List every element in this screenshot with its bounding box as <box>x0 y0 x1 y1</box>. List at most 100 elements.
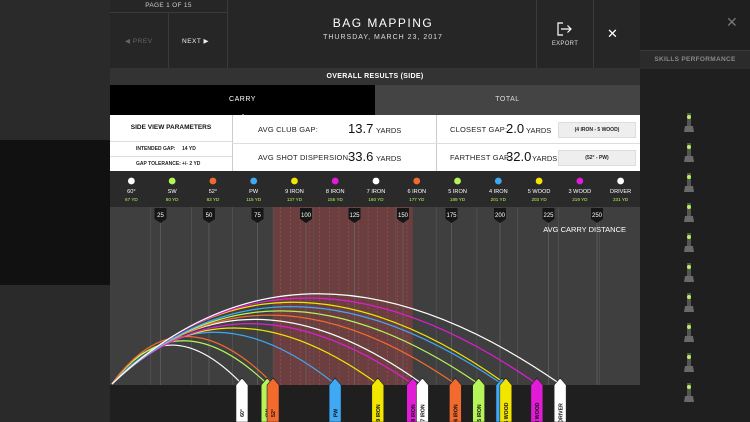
intended-gap-label: INTENDED GAP: <box>136 146 176 152</box>
tick-label: 50 <box>206 213 213 219</box>
plot-area <box>110 207 640 385</box>
club-name: SW <box>168 189 178 195</box>
background-club-icon <box>682 202 696 224</box>
background-close-icon: ✕ <box>726 14 738 30</box>
carry-marker[interactable] <box>553 377 567 422</box>
background-club-icon <box>682 112 696 134</box>
carry-marker-label: 60° <box>240 409 246 417</box>
carry-marker[interactable] <box>235 377 249 422</box>
carry-marker[interactable] <box>266 377 280 422</box>
tick-marker <box>251 208 264 223</box>
closest-gap-unit: YARDS <box>526 126 552 135</box>
carry-marker-label: 5 IRON <box>477 404 483 422</box>
gap-tolerance-value: +/- 2 YD <box>182 161 201 167</box>
carry-marker[interactable] <box>416 377 429 422</box>
background-club-icon <box>682 352 696 374</box>
page-title: BAG MAPPING <box>332 16 434 30</box>
club-carry-value: 115 YD <box>246 197 262 202</box>
tick-marker <box>348 208 361 223</box>
intended-gap-row: INTENDED GAP: 14 YD <box>110 141 232 157</box>
carry-marker[interactable] <box>472 377 485 422</box>
modal-header: PAGE 1 OF 15 ◀ PREV NEXT ▶ BAG MAPPING T… <box>110 0 640 68</box>
carry-marker[interactable] <box>449 377 462 422</box>
avg-carry-distance-label: AVG CARRY DISTANCE <box>543 225 626 234</box>
background-dark-area <box>0 140 110 285</box>
carry-marker-label: 6 IRON <box>454 404 460 422</box>
club-name: 8 IRON <box>326 189 345 195</box>
carry-marker[interactable] <box>499 377 513 422</box>
avg-club-gap-value: 13.7 <box>348 121 374 136</box>
background-club-icon <box>682 382 696 404</box>
closest-gap-value: 2.0 <box>506 121 525 136</box>
tab-carry[interactable]: CARRY <box>110 85 375 120</box>
export-label: EXPORT <box>551 41 579 47</box>
tick-label: 125 <box>349 213 360 219</box>
tick-label: 75 <box>254 213 261 219</box>
carry-marker-label: 9 IRON <box>376 404 382 422</box>
avg-shot-dispersion-value: 33.6 <box>348 149 374 164</box>
carry-distance-chart: 60° 67 YD SW 80 YD 52° 83 YD PW 115 YD 9 IRON 137… <box>110 171 640 422</box>
side-view-parameters-title: SIDE VIEW PARAMETERS <box>130 124 212 131</box>
club-name: DRIVER <box>610 189 631 195</box>
club-carry-value: 219 YD <box>572 197 588 202</box>
tab-carry-label: CARRY <box>229 96 256 103</box>
carry-marker-label: 3 WOOD <box>535 402 541 422</box>
tick-label: 150 <box>398 213 409 219</box>
carry-marker-label: 5 WOOD <box>504 402 510 422</box>
club-carry-value: 80 YD <box>166 197 179 202</box>
club-color-dot <box>494 177 502 185</box>
club-carry-value: 177 YD <box>409 197 425 202</box>
tick-label: 100 <box>301 213 312 219</box>
club-carry-value: 160 YD <box>368 197 384 202</box>
club-color-dot <box>372 177 380 185</box>
carry-marker[interactable] <box>328 377 342 422</box>
avg-club-gap-unit: YARDS <box>376 126 402 135</box>
tab-total[interactable]: TOTAL <box>375 85 640 115</box>
club-carry-value: 155 YD <box>328 197 344 202</box>
background-club-icon <box>682 172 696 194</box>
club-color-dot <box>209 177 217 185</box>
club-name: 9 IRON <box>285 189 304 195</box>
tick-marker <box>445 208 458 223</box>
stats-row-divider <box>232 143 640 144</box>
shot-arc <box>111 336 274 385</box>
club-carry-value: 189 YD <box>450 197 466 202</box>
closest-gap-label: CLOSEST GAP: <box>450 125 508 134</box>
tick-label: 175 <box>446 213 457 219</box>
avg-club-gap-label: AVG CLUB GAP: <box>258 125 318 134</box>
carry-marker[interactable] <box>530 377 544 422</box>
shot-arc <box>111 293 561 385</box>
club-color-dot <box>576 177 584 185</box>
shot-arc <box>111 340 268 385</box>
club-name: 7 IRON <box>367 189 386 195</box>
tick-label: 25 <box>157 213 164 219</box>
club-name: PW <box>249 189 259 195</box>
prev-page-button[interactable]: ◀ PREV <box>125 38 153 45</box>
tick-marker <box>397 208 409 223</box>
club-name: 6 IRON <box>407 189 426 195</box>
carry-marker[interactable] <box>371 377 385 422</box>
club-color-dot <box>291 177 298 185</box>
farthest-gap-clubs: (52° - PW) <box>558 150 636 166</box>
club-name: 52° <box>209 189 217 195</box>
farthest-gap-highlight <box>273 207 413 385</box>
club-name: 3 WOOD <box>569 189 592 195</box>
shot-arc <box>111 331 336 385</box>
club-color-dot <box>454 177 461 185</box>
club-color-dot <box>617 177 625 185</box>
background-club-icon <box>682 322 696 344</box>
tick-marker <box>154 208 167 223</box>
tick-label: 225 <box>543 213 554 219</box>
club-carry-value: 201 YD <box>491 197 507 202</box>
tick-marker <box>591 208 603 223</box>
club-color-dot <box>535 177 543 185</box>
background-club-icon <box>682 262 696 284</box>
avg-shot-dispersion-unit: YARDS <box>376 154 402 163</box>
avg-shot-dispersion-label: AVG SHOT DISPERSION: <box>258 153 351 162</box>
close-icon[interactable]: ✕ <box>607 26 618 41</box>
gap-tolerance-row: GAP TOLERANCE: +/- 2 YD <box>110 156 232 172</box>
next-page-button[interactable]: NEXT ▶ <box>182 38 210 45</box>
club-carry-value: 203 YD <box>531 197 547 202</box>
export-button[interactable]: EXPORT <box>536 0 594 68</box>
club-color-dot <box>413 177 421 185</box>
